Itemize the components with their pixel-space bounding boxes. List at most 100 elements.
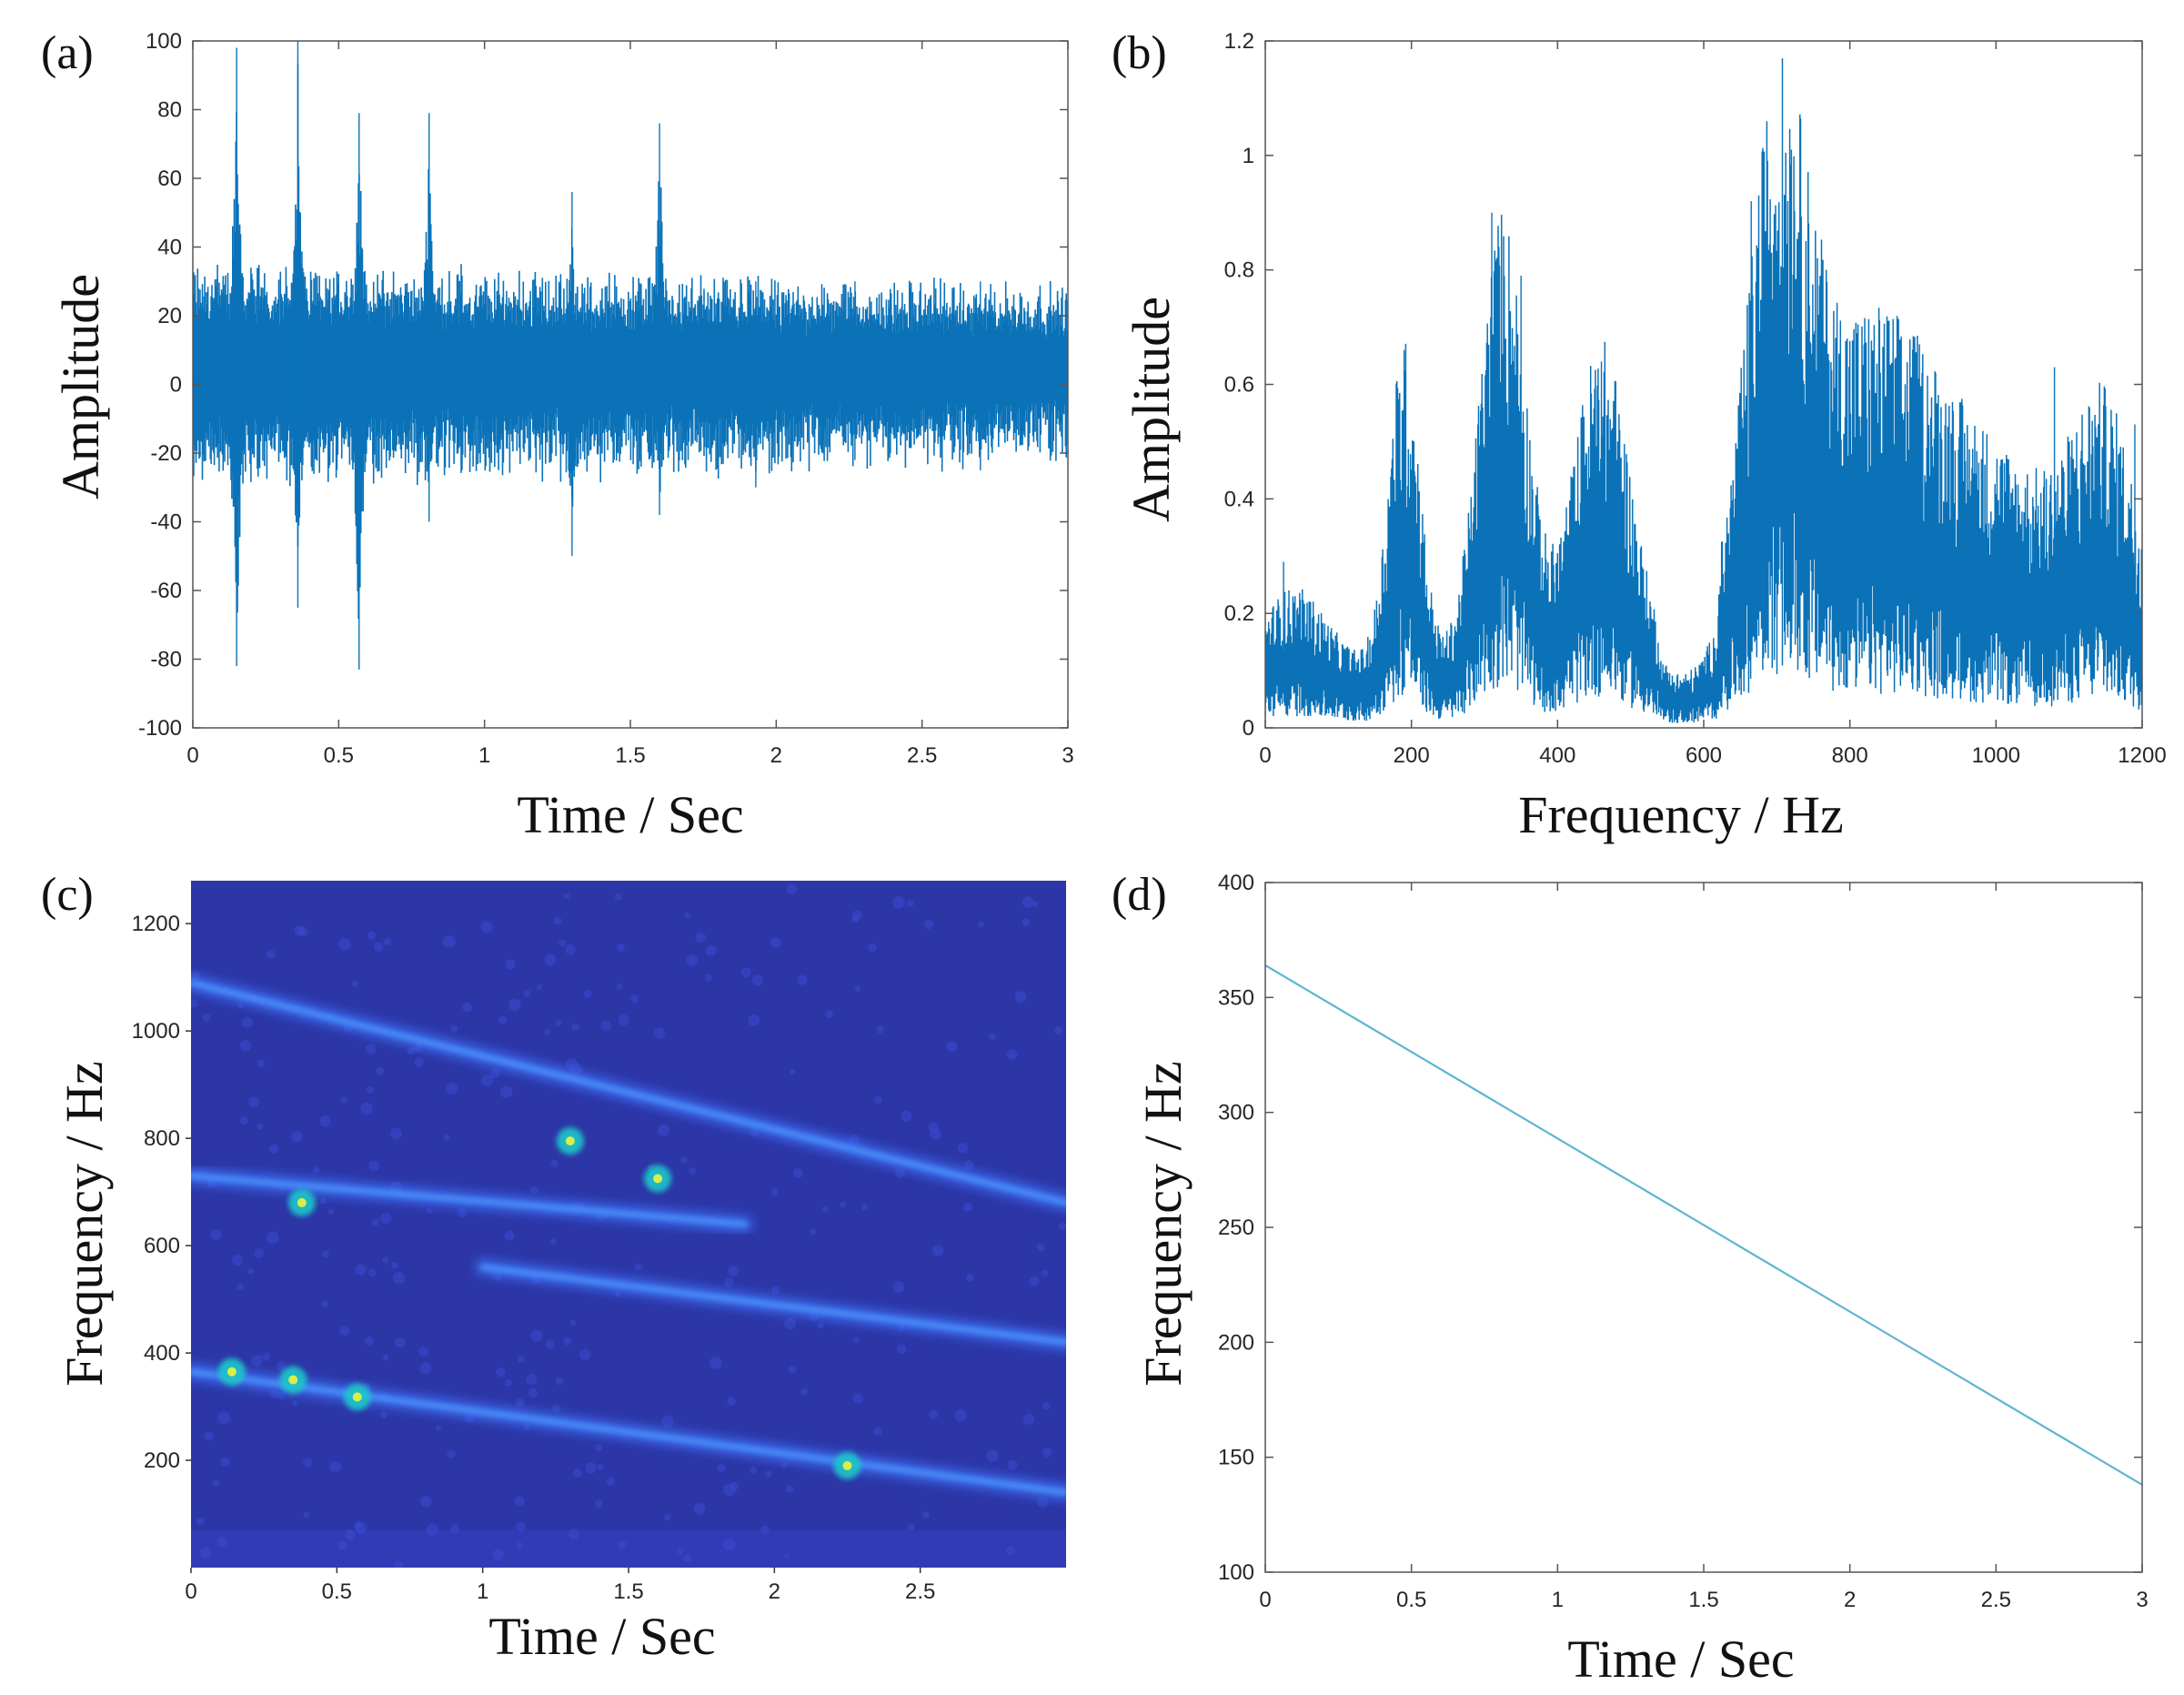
spectrogram-texture (292, 1399, 298, 1407)
spectrogram-texture (380, 1212, 392, 1225)
spectrogram-texture (365, 1044, 377, 1054)
spectrogram-texture (986, 1449, 999, 1462)
spectrogram-texture (722, 1538, 736, 1551)
spectrogram-hotspot-core (288, 1375, 298, 1385)
spectrogram-texture (508, 998, 521, 1012)
x-tick-label: 0 (1259, 743, 1271, 768)
spectrogram-texture (873, 1095, 882, 1105)
y-tick-label: 80 (157, 98, 182, 123)
spectrogram-hotspot-core (226, 1367, 237, 1377)
spectrogram-texture (382, 1256, 389, 1264)
spectrogram-texture (931, 1245, 944, 1256)
spectrogram-texture (414, 1057, 425, 1067)
spectrogram-texture (247, 1267, 254, 1275)
spectrogram-texture (380, 1411, 387, 1419)
spectrogram-texture (614, 893, 622, 901)
panel-b-ticks: 0 200 400 600 800 1000 1200 0 0.2 0.4 0.6 0.8 1 1.2 (1224, 29, 2167, 768)
spectrogram-texture (514, 1496, 525, 1507)
y-tick-label: 100 (1218, 1560, 1254, 1585)
panel-a-label: (a) (41, 27, 94, 79)
x-tick-label: 1.5 (1688, 1588, 1718, 1612)
panel-d-xlabel: Time / Sec (1567, 1629, 1794, 1689)
spectrogram-texture (394, 1560, 404, 1568)
spectrogram-texture (770, 1286, 780, 1295)
panel-c-xlabel: Time / Sec (488, 1607, 715, 1666)
spectrogram-texture (748, 1014, 760, 1026)
spectrogram-texture (329, 1460, 341, 1473)
spectrogram-texture (462, 1002, 473, 1013)
spectrogram-texture (792, 1167, 803, 1178)
spectrogram-texture (368, 1268, 377, 1277)
x-tick-label: 0.5 (1396, 1588, 1426, 1612)
spectrogram-texture (262, 1353, 271, 1361)
spectrogram-texture (217, 1411, 231, 1425)
spectrogram-texture (220, 1457, 230, 1468)
x-tick-label: 2.5 (907, 743, 937, 768)
spectrogram-texture (327, 1208, 334, 1215)
spectrogram-texture (634, 1263, 643, 1271)
spectrogram-texture (579, 1348, 591, 1361)
spectrogram-texture (407, 1047, 415, 1055)
spectrogram-texture (450, 1523, 460, 1534)
y-tick-label: 0 (1243, 716, 1254, 741)
spectrogram-texture (770, 1187, 779, 1196)
x-tick-label: 0 (1259, 1588, 1271, 1612)
panel-a-signal-series (193, 41, 1068, 670)
spectrogram-texture (426, 1207, 433, 1214)
spectrogram-texture (616, 983, 623, 990)
panel-d-frequency-trend: (d) 0 0.5 1 1.5 2 2.5 3 100 150 200 250 300 350 400 T… (1112, 869, 2149, 1689)
spectrogram-texture (231, 1254, 244, 1266)
spectrogram-texture (730, 1481, 740, 1490)
spectrogram-texture (571, 1023, 579, 1031)
spectrogram-texture (382, 1354, 389, 1361)
spectrogram-texture (565, 943, 576, 955)
spectrogram-texture (1036, 1496, 1049, 1508)
spectrogram-texture (594, 1443, 603, 1452)
spectrogram-texture (237, 1283, 244, 1291)
y-tick-label: 0 (170, 373, 182, 398)
spectrogram-texture (724, 1277, 734, 1287)
y-tick-label: 0.2 (1224, 601, 1254, 626)
spectrogram-texture (312, 1166, 320, 1175)
spectrogram-texture (338, 938, 351, 951)
spectrogram-texture (495, 1367, 506, 1377)
spectrogram-texture (1014, 991, 1027, 1004)
spectrogram-texture (568, 1529, 580, 1540)
x-tick-label: 800 (1832, 743, 1868, 768)
spectrogram-texture (239, 1115, 248, 1125)
spectrogram-texture (202, 1013, 211, 1022)
spectrogram-texture (565, 1057, 579, 1071)
x-tick-label: 1 (478, 743, 490, 768)
spectrogram-texture (892, 1281, 905, 1293)
panel-c-background (191, 881, 1066, 1568)
panel-d-ticks: 0 0.5 1 1.5 2 2.5 3 100 150 200 250 300 350 400 (1218, 871, 2149, 1612)
y-tick-label: -80 (150, 648, 182, 672)
spectrogram-texture (447, 1449, 456, 1458)
spectrogram-texture (1041, 1269, 1049, 1277)
spectrogram-texture (895, 1167, 905, 1178)
spectrogram-texture (800, 1387, 809, 1396)
spectrogram-texture (1036, 1243, 1045, 1252)
spectrogram-texture (480, 921, 493, 933)
panel-d-axes-box (1264, 882, 2143, 1573)
x-tick-label: 2.5 (905, 1579, 935, 1604)
panel-b-ylabel: Amplitude (1122, 297, 1181, 522)
y-tick-label: 60 (157, 166, 182, 191)
y-tick-label: -40 (150, 510, 182, 535)
x-tick-label: 3 (2136, 1588, 2148, 1612)
spectrogram-texture (606, 1477, 615, 1486)
spectrogram-texture (817, 1322, 824, 1329)
x-tick-label: 0.5 (322, 1579, 352, 1604)
spectrum-envelope (1265, 58, 2142, 723)
spectrogram-texture (704, 974, 712, 982)
spectrogram-texture (354, 1521, 363, 1530)
spectrogram-texture (418, 1347, 429, 1357)
spectrogram-texture (901, 1110, 912, 1122)
panel-b-label: (b) (1112, 27, 1167, 79)
spectrogram-texture (516, 1397, 525, 1407)
spectrogram-texture (957, 1143, 969, 1154)
y-tick-label: 1000 (132, 1019, 180, 1044)
x-tick-label: 1.5 (615, 743, 645, 768)
spectrogram-texture (1005, 1546, 1015, 1556)
x-tick-label: 1000 (1972, 743, 2020, 768)
